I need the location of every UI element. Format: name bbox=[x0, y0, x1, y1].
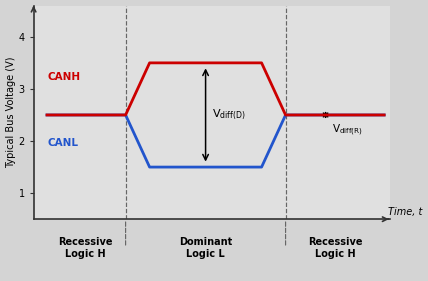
Text: Recessive
Logic H: Recessive Logic H bbox=[308, 237, 363, 259]
Text: CANH: CANH bbox=[48, 72, 81, 82]
Text: Time, t: Time, t bbox=[388, 207, 422, 217]
Text: V$_\mathregular{diff(R)}$: V$_\mathregular{diff(R)}$ bbox=[332, 123, 363, 138]
Text: Recessive
Logic H: Recessive Logic H bbox=[58, 237, 113, 259]
Text: V$_\mathregular{diff(D)}$: V$_\mathregular{diff(D)}$ bbox=[211, 108, 245, 122]
Text: CANL: CANL bbox=[48, 139, 79, 148]
Text: Dominant
Logic L: Dominant Logic L bbox=[179, 237, 232, 259]
Y-axis label: Typical Bus Voltage (V): Typical Bus Voltage (V) bbox=[6, 56, 15, 168]
